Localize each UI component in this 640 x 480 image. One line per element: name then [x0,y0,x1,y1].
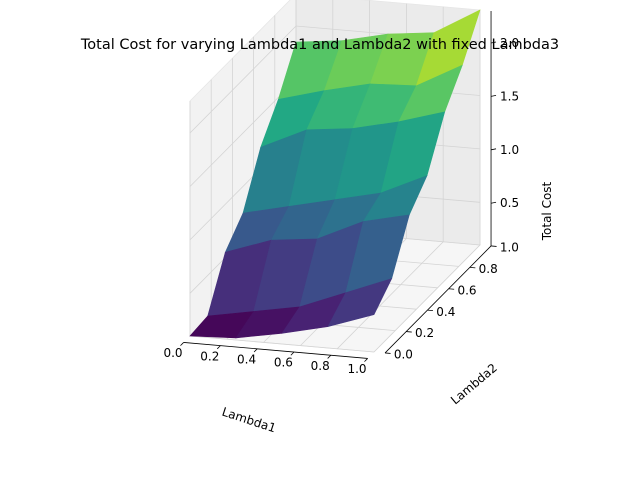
x-tick-label: 0.0 [163,346,182,360]
x-tick-label: 0.2 [200,349,219,363]
x-tick-mark [364,358,368,362]
chart-title: Total Cost for varying Lambda1 and Lambd… [80,37,559,53]
x-axis-line [183,342,368,359]
z-tick-mark [490,148,497,151]
y-axis-line [384,245,492,354]
z-tick-mark [490,201,497,204]
y-tick-label: 0.8 [479,262,498,276]
x-axis-label: Lambda1 [220,405,278,436]
z-tick-mark [490,95,497,97]
z-tick-mark [490,41,497,44]
z-tick-label: 1.0 [500,143,519,157]
z-axis-label: Total Cost [540,181,554,241]
y-tick-label: 1.0 [500,241,519,255]
x-tick-mark [253,348,258,353]
x-tick-label: 0.8 [311,359,330,373]
y-tick-label: 0.0 [394,348,413,362]
x-tick-mark [290,351,295,356]
x-tick-label: 0.6 [274,356,293,370]
surface-patch [327,278,393,328]
y-axis-label: Lambda2 [448,361,500,408]
x-tick-mark [327,354,332,359]
x-tick-label: 1.0 [347,362,366,376]
z-tick-label: 0.5 [500,196,519,210]
tick-labels: 0.0 0.2 0.4 0.6 0.8 1.00.00.20.40.60.81.00.51… [163,36,519,376]
y-tick-label: 0.4 [436,305,455,319]
axes [180,10,497,362]
y-tick-label: 0.6 [457,283,476,297]
y-tick-label: 0.2 [415,326,434,340]
x-tick-label: 0.4 [237,353,256,367]
surface [189,9,481,339]
z-tick-label: 2.0 [500,36,519,50]
z-tick-label: 1.5 [500,89,519,103]
x-tick-mark [180,342,184,346]
x-tick-mark [216,345,221,350]
